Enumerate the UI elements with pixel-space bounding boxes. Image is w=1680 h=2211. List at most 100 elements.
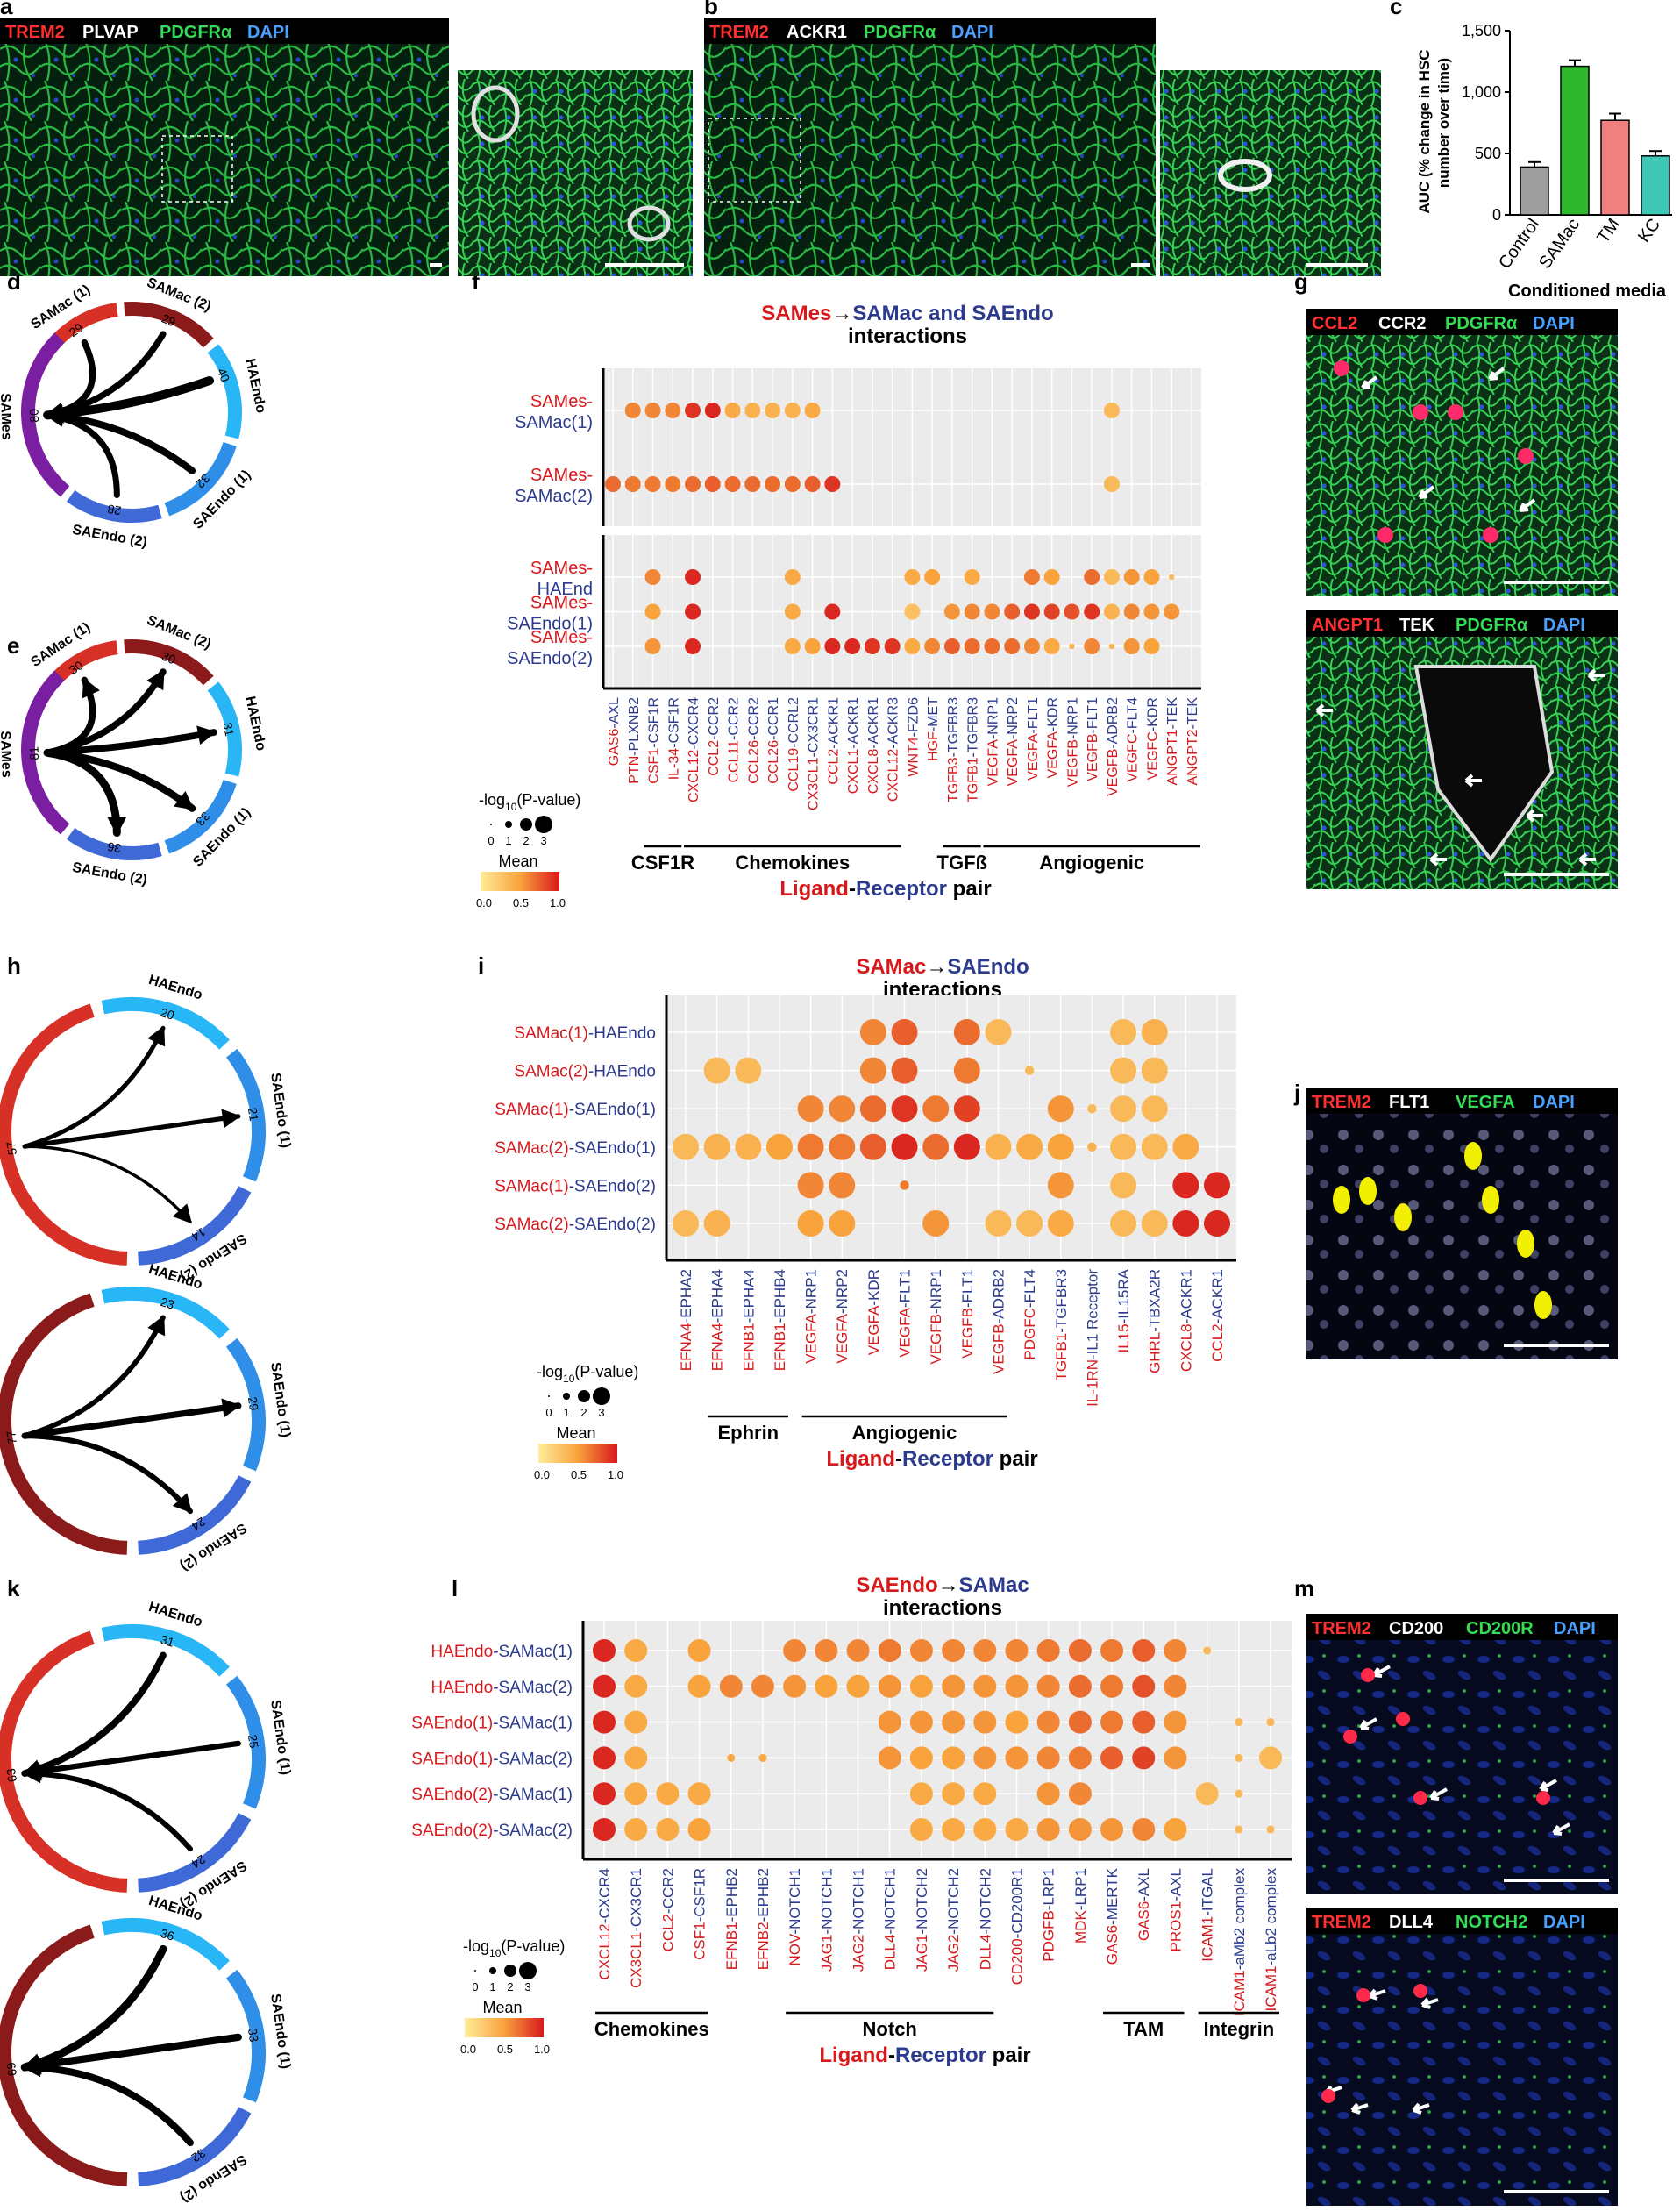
label-part: Receptor [856,877,947,901]
chord-segment [138,1475,252,1555]
chord-total-value: 80 [26,409,41,423]
legend-size-title: -log10(P-value) [463,1937,565,1959]
dot [829,1172,856,1199]
dot [1004,603,1021,620]
bar [1560,65,1590,216]
label-part: -SAEndo(1) [569,1139,656,1158]
label-part: SAEndo(2) [411,1786,493,1804]
column-label: MDK-LRP1 [1072,1868,1089,1944]
cell-marker [1483,527,1498,543]
scale-bar [1504,1879,1609,1882]
ligand-name: PDGFB [1041,1910,1057,1962]
dot [1141,1057,1168,1084]
receptor-name: -CCR2 [659,1868,676,1914]
cell-marker [1356,1988,1370,2002]
dot [878,1746,901,1770]
micrograph-image [1306,1908,1618,2206]
legend-size-title: -log10(P-value) [479,791,580,813]
dot [942,1782,965,1806]
ligand-name: DLL4 [882,1935,899,1971]
legend-color-label: 1.0 [534,2043,550,2056]
dot [942,1818,965,1841]
dot [593,1782,616,1806]
dot [942,1710,965,1734]
dot [704,403,721,418]
chord-arrowhead [22,2058,41,2078]
chord-link [43,376,215,420]
receptor-name: -FLT1 [1026,697,1041,734]
column-label: ANGPT1-TEK [1165,697,1180,786]
receptor-name: -TGFBR3 [1053,1269,1070,1333]
receptor-name: -CSF1R [666,697,681,748]
chord-link [22,1114,241,1149]
ligand-name: JAG1 [914,1935,930,1972]
dot [784,638,801,654]
dot [1103,476,1120,492]
stain-label: TREM2 [1312,1093,1371,1112]
row-label: SAEndo(2)-SAMac(2) [411,1822,573,1840]
dot [644,603,661,620]
receptor-name: -KDR [865,1269,882,1306]
ligand-name: PROS1 [1167,1901,1184,1952]
label-part: SAMac(1) [495,1177,568,1195]
receptor-name: -NOTCH1 [818,1868,835,1935]
legend-size-title: -log10(P-value) [537,1363,638,1385]
legend-color-label: 0.5 [497,2043,513,2056]
chord-link-value: 30 [160,649,178,667]
receptor-name: -NOTCH2 [914,1868,930,1935]
label-part: SAMac(2) [515,487,593,506]
label-part: HAEndo [431,1643,493,1661]
ligand-name: NOV [787,1933,803,1966]
label-part: SAMes [761,302,831,325]
x-tick-label: Control [1495,215,1543,272]
label-part: pair [986,2043,1031,2067]
chord-segment [21,332,70,497]
ligand-name: CCL19 [787,748,801,792]
stain-label: PDGFRα [1456,616,1528,635]
dot [984,638,1000,654]
column-label: PDGFB-LRP1 [1041,1868,1057,1962]
stain-label: CD200 [1389,1619,1443,1638]
stain-label: TREM2 [709,23,769,42]
group-label: Chemokines [735,852,850,874]
dot [685,403,701,418]
receptor-name: -ACKR1 [866,697,881,749]
dot [765,403,781,418]
arrow-marker [1429,1787,1448,1801]
dot [973,1639,997,1662]
dot [673,1133,699,1160]
column-label: GAS6-AXL [607,697,622,766]
chord-segment-label: SAMes [0,731,14,778]
column-label: EFNA4-EPHA2 [678,1269,694,1371]
chord-segment [66,827,162,860]
receptor-name: -NRP2 [834,1269,851,1314]
receptor-name: -ACKR1 [1178,1269,1194,1323]
dot [656,1782,680,1806]
micrograph-image [0,18,449,276]
column-label: ANGPT2-TEK [1185,697,1200,786]
chord-segment [124,639,214,686]
dot [953,1133,980,1160]
legend-size-label: 2 [507,1980,513,1993]
row-label: SAMac(2) [515,487,593,506]
chord-segment-label: SAEndo (1) [267,1072,293,1149]
dot [1110,1133,1137,1160]
ligand-name: CSF1 [647,748,662,784]
x-axis-label: Ligand-Receptor pair [779,877,991,901]
stain-label: ANGPT1 [1312,616,1383,635]
chord-segment [0,1293,128,1555]
stain-label: ACKR1 [787,23,847,42]
receptor-name: -LRP1 [1041,1868,1057,1910]
dot [1047,1133,1074,1160]
dot [593,1710,616,1734]
dot [1084,569,1100,585]
receptor-name: -CX3CR1 [628,1868,644,1932]
dot [685,476,701,492]
dot [644,569,661,585]
cell-marker [1413,1791,1427,1805]
dot [685,603,701,620]
dot [844,638,861,654]
dot [784,476,801,492]
dot [1164,1746,1187,1770]
